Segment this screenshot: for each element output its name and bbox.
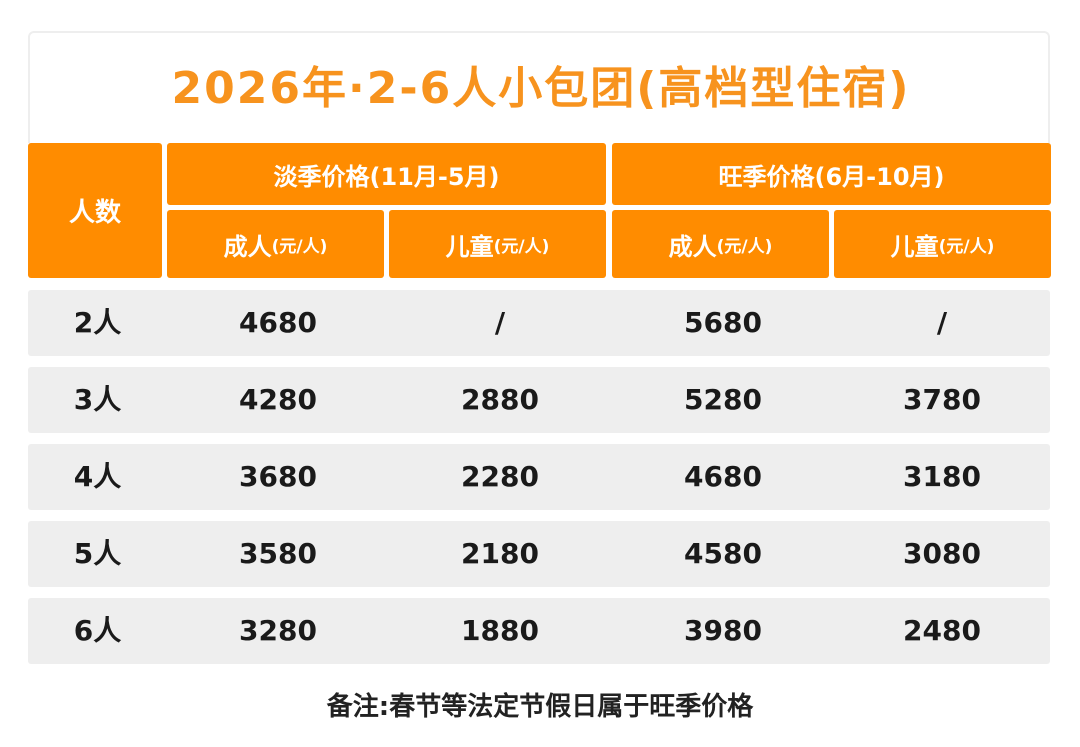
cell-people: 2人 xyxy=(73,306,122,339)
cell-off-child: 2880 xyxy=(461,383,539,416)
table-row: 2人 4680 / 5680 / xyxy=(28,290,1050,356)
header-off-child-label: 儿童 xyxy=(445,232,494,261)
header-off-adult-unit: (元/人) xyxy=(271,236,328,257)
header-off-season-label: 淡季价格(11月-5月) xyxy=(273,162,500,191)
header-peak-child-label: 儿童 xyxy=(890,232,939,261)
cell-peak-child: 3080 xyxy=(903,537,981,570)
header-peak-child: 儿童 (元/人) xyxy=(834,210,1051,278)
cell-peak-adult: 4580 xyxy=(684,537,762,570)
cell-off-child: 2280 xyxy=(461,460,539,493)
cell-peak-adult: 4680 xyxy=(684,460,762,493)
header-peak-child-unit: (元/人) xyxy=(938,236,995,257)
cell-peak-adult: 3980 xyxy=(684,614,762,647)
cell-off-child: / xyxy=(494,306,506,339)
header-peak-adult: 成人 (元/人) xyxy=(612,210,829,278)
cell-peak-adult: 5680 xyxy=(684,306,762,339)
cell-people: 3人 xyxy=(73,383,122,416)
cell-peak-child: / xyxy=(936,306,948,339)
header-peak-season-label: 旺季价格(6月-10月) xyxy=(718,162,945,191)
cell-off-adult: 3280 xyxy=(239,614,317,647)
header-off-adult: 成人 (元/人) xyxy=(167,210,384,278)
header-off-child-unit: (元/人) xyxy=(493,236,550,257)
header-peak-adult-label: 成人 xyxy=(668,232,717,261)
table-row: 5人 3580 2180 4580 3080 xyxy=(28,521,1050,587)
header-peak-adult-unit: (元/人) xyxy=(716,236,773,257)
cell-off-child: 1880 xyxy=(461,614,539,647)
cell-off-adult: 3580 xyxy=(239,537,317,570)
header-peak-season: 旺季价格(6月-10月) xyxy=(612,143,1051,205)
cell-people: 6人 xyxy=(73,614,122,647)
cell-off-adult: 3680 xyxy=(239,460,317,493)
page-title: 2026年·2-6人小包团(高档型住宿) xyxy=(171,63,911,114)
table-row: 3人 4280 2880 5280 3780 xyxy=(28,367,1050,433)
cell-peak-child: 2480 xyxy=(903,614,981,647)
cell-off-adult: 4280 xyxy=(239,383,317,416)
table-row: 4人 3680 2280 4680 3180 xyxy=(28,444,1050,510)
cell-off-adult: 4680 xyxy=(239,306,317,339)
header-off-child: 儿童 (元/人) xyxy=(389,210,606,278)
cell-peak-child: 3180 xyxy=(903,460,981,493)
cell-off-child: 2180 xyxy=(461,537,539,570)
cell-people: 5人 xyxy=(73,537,122,570)
title-box: 2026年·2-6人小包团(高档型住宿) xyxy=(28,31,1050,143)
header-people: 人数 xyxy=(28,143,162,278)
header-off-adult-label: 成人 xyxy=(223,232,272,261)
table-row: 6人 3280 1880 3980 2480 xyxy=(28,598,1050,664)
header-people-label: 人数 xyxy=(68,198,121,228)
cell-peak-adult: 5280 xyxy=(684,383,762,416)
cell-peak-child: 3780 xyxy=(903,383,981,416)
cell-people: 4人 xyxy=(73,460,122,493)
header-off-season: 淡季价格(11月-5月) xyxy=(167,143,606,205)
footnote: 备注:春节等法定节假日属于旺季价格 xyxy=(326,692,754,722)
